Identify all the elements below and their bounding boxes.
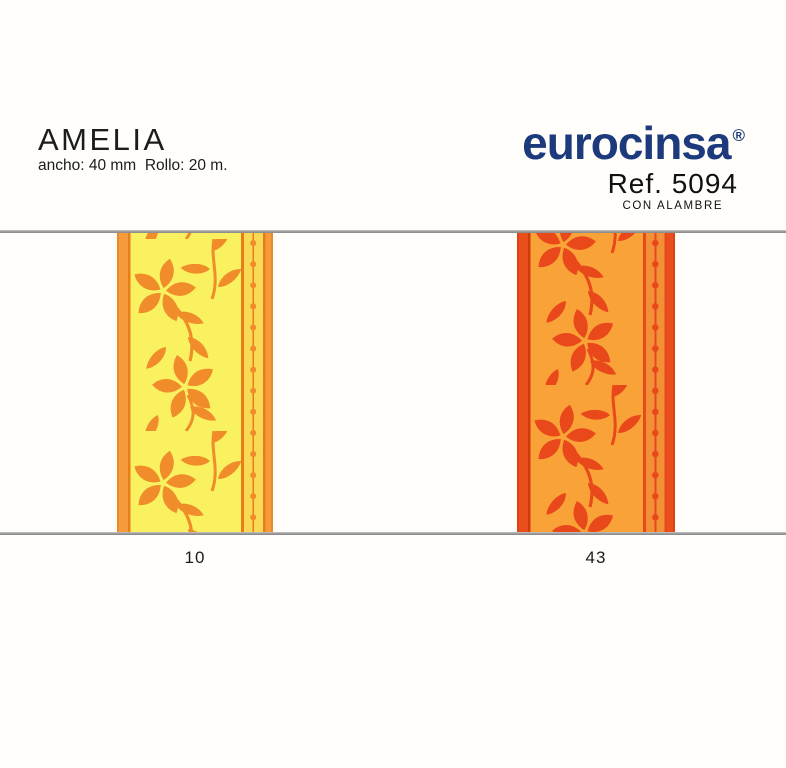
ribbon-left-edge-band [117, 233, 130, 532]
ribbon-pattern-area [530, 233, 643, 532]
brand-block: eurocinsa ® Ref. 5094 CON ALAMBRE [522, 117, 745, 214]
ribbon-right-edge-band [265, 233, 273, 532]
horizontal-rule-top [0, 230, 786, 233]
brand-name: eurocinsa [522, 117, 731, 169]
reference-block: Ref. 5094 CON ALAMBRE [607, 167, 738, 212]
sample-code-43: 43 [585, 548, 607, 567]
page-title: AMELIA [38, 122, 167, 157]
ribbon-right-edge-band [667, 233, 675, 532]
ribbon-left-edge-band [517, 233, 530, 532]
ribbon-pattern-area [130, 233, 241, 532]
product-specs: ancho: 40 mm Rollo: 20 m. [38, 157, 228, 174]
ribbon-stripe-line [643, 233, 646, 532]
horizontal-rule-bottom [0, 532, 786, 535]
brand-logo: eurocinsa ® [522, 117, 745, 169]
ribbon-stripe-line [241, 233, 244, 532]
reference-number: Ref. 5094 [607, 167, 738, 199]
sample-code-10: 10 [184, 548, 206, 567]
reference-note: CON ALAMBRE [622, 199, 724, 212]
ribbon-sample-43 [517, 233, 675, 532]
ribbon-sample-10 [117, 233, 273, 532]
registered-trademark-icon: ® [732, 126, 744, 145]
